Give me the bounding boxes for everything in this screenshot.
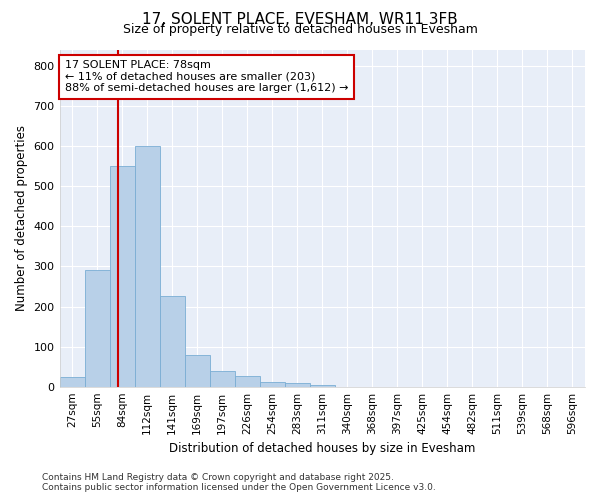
Text: 17, SOLENT PLACE, EVESHAM, WR11 3FB: 17, SOLENT PLACE, EVESHAM, WR11 3FB: [142, 12, 458, 28]
Bar: [285, 384, 310, 386]
Y-axis label: Number of detached properties: Number of detached properties: [15, 126, 28, 312]
Bar: [59, 376, 85, 386]
Text: Size of property relative to detached houses in Evesham: Size of property relative to detached ho…: [122, 22, 478, 36]
Text: 17 SOLENT PLACE: 78sqm
← 11% of detached houses are smaller (203)
88% of semi-de: 17 SOLENT PLACE: 78sqm ← 11% of detached…: [65, 60, 348, 94]
Bar: [110, 166, 134, 386]
X-axis label: Distribution of detached houses by size in Evesham: Distribution of detached houses by size …: [169, 442, 475, 455]
Bar: [160, 296, 185, 386]
Bar: [235, 376, 260, 386]
Bar: [85, 270, 110, 386]
Bar: [209, 372, 235, 386]
Bar: [260, 382, 285, 386]
Bar: [310, 384, 335, 386]
Bar: [185, 354, 209, 386]
Text: Contains HM Land Registry data © Crown copyright and database right 2025.
Contai: Contains HM Land Registry data © Crown c…: [42, 473, 436, 492]
Bar: [134, 146, 160, 386]
